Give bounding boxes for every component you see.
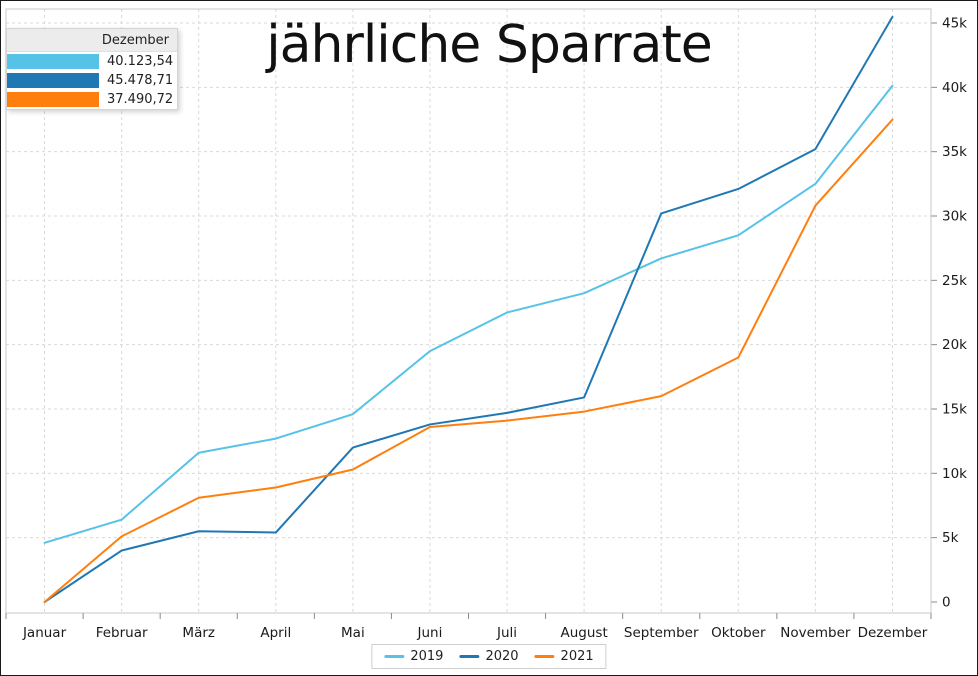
legend-label-2021: 2021 [560,649,594,664]
series-2020-swatch [7,73,99,88]
tooltip-value-2019: 40.123,54 [107,54,174,69]
tooltip-row-2020: 45.478,71 [7,71,177,90]
legend: 2019 2020 2021 [371,644,607,669]
svg-text:15k: 15k [942,402,967,418]
svg-text:April: April [260,625,291,641]
legend-line-2021-icon [534,655,555,658]
svg-text:25k: 25k [942,273,967,289]
svg-text:September: September [624,625,699,641]
svg-text:Februar: Februar [96,625,148,641]
legend-line-2020-icon [459,655,480,658]
svg-text:März: März [182,625,215,641]
legend-item-2020[interactable]: 2020 [459,649,519,664]
legend-item-2019[interactable]: 2019 [384,649,443,664]
svg-text:40k: 40k [942,80,967,96]
svg-text:Mai: Mai [341,625,365,641]
svg-text:5k: 5k [942,530,959,546]
tooltip-value-2021: 37.490,72 [107,92,174,107]
svg-text:35k: 35k [942,144,967,160]
legend-label-2019: 2019 [410,649,444,664]
svg-text:Januar: Januar [22,625,67,641]
legend-label-2020: 2020 [485,649,519,664]
legend-line-2019-icon [384,655,405,658]
svg-text:Juni: Juni [417,625,443,641]
svg-text:Dezember: Dezember [858,625,928,641]
svg-text:10k: 10k [942,466,967,482]
tooltip-row-2021: 37.490,72 [7,90,177,109]
svg-text:Oktober: Oktober [711,625,766,641]
svg-text:30k: 30k [942,209,967,225]
tooltip: Dezember 40.123,54 45.478,71 37.490,72 [6,28,178,110]
legend-item-2021[interactable]: 2021 [534,649,594,664]
svg-text:45k: 45k [942,16,967,32]
series-2019-swatch [7,54,99,69]
svg-text:Juli: Juli [496,625,517,641]
tooltip-row-2019: 40.123,54 [7,52,177,71]
tooltip-header: Dezember [7,29,177,52]
svg-text:20k: 20k [942,337,967,353]
svg-text:November: November [780,625,851,641]
series-2021-swatch [7,92,99,107]
svg-text:August: August [561,625,608,641]
tooltip-value-2020: 45.478,71 [107,73,174,88]
svg-text:0: 0 [942,595,951,611]
